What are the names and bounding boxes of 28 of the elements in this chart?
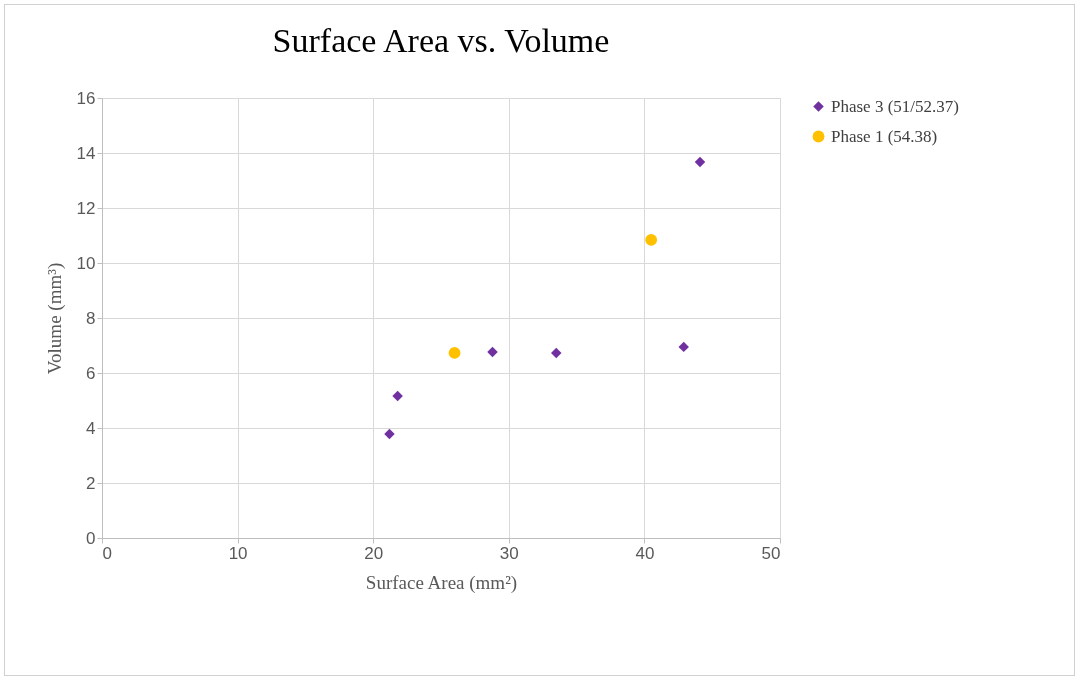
point bbox=[678, 341, 689, 353]
y-tick-label: 16 bbox=[76, 88, 96, 108]
y-tick-label: 8 bbox=[86, 308, 96, 328]
y-axis-title: Volume (mm³) bbox=[43, 262, 66, 375]
x-tick-label: 50 bbox=[761, 543, 781, 563]
point bbox=[384, 428, 395, 440]
point bbox=[694, 156, 706, 168]
legend-label: Phase 1 (54.38) bbox=[831, 126, 938, 146]
point bbox=[551, 347, 562, 359]
point bbox=[645, 234, 658, 246]
legend-label: Phase 3 (51/52.37) bbox=[831, 96, 959, 116]
point bbox=[487, 346, 498, 358]
y-tick-label: 0 bbox=[86, 528, 96, 548]
x-tick-label: 0 bbox=[102, 543, 112, 563]
x-tick-label: 30 bbox=[499, 543, 519, 563]
point bbox=[392, 390, 403, 402]
y-tick-label: 4 bbox=[86, 418, 96, 438]
x-tick-label: 10 bbox=[228, 543, 248, 563]
y-tick-label: 12 bbox=[76, 198, 96, 218]
y-tick-label: 6 bbox=[86, 363, 96, 383]
chart-title: Surface Area vs. Volume bbox=[272, 22, 610, 59]
y-tick-label: 14 bbox=[76, 143, 96, 163]
y-tick-label: 10 bbox=[76, 253, 96, 273]
x-tick-label: 20 bbox=[364, 543, 384, 563]
x-axis-title: Surface Area (mm²) bbox=[365, 571, 518, 594]
x-tick-label: 40 bbox=[635, 543, 655, 563]
y-tick-label: 2 bbox=[86, 473, 96, 493]
point bbox=[448, 347, 461, 359]
